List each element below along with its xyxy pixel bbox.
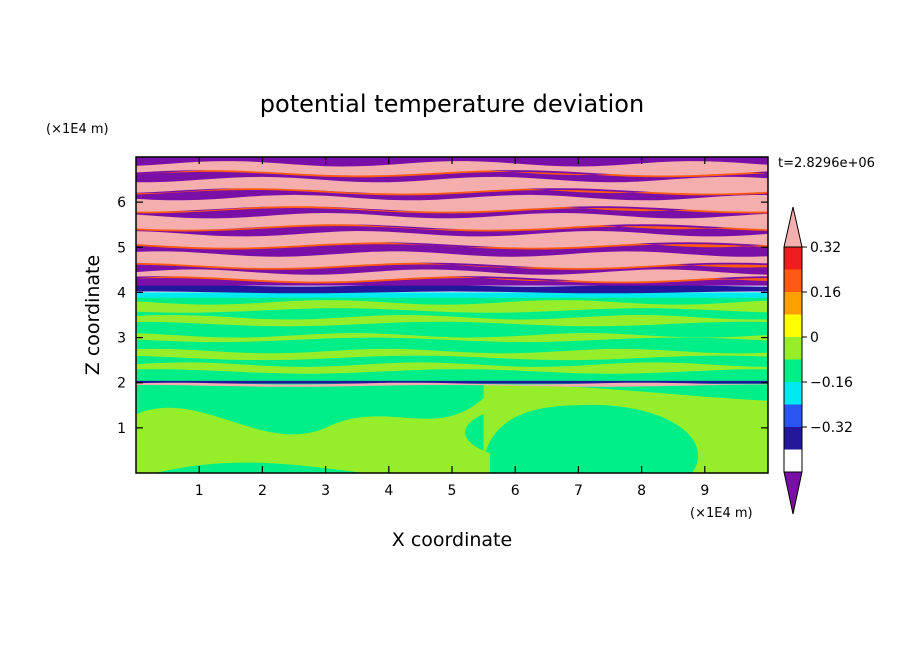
- contour-stripe-pink: [136, 269, 768, 282]
- chart-title: potential temperature deviation: [260, 90, 644, 118]
- contour-stripe-pink: [136, 251, 768, 269]
- colorbar-segment: [784, 269, 802, 292]
- x-tick-label: 2: [258, 483, 267, 499]
- y-tick-label: 5: [117, 240, 126, 256]
- colorbar-tick-label: 0: [810, 330, 819, 346]
- y-tick-label: 4: [117, 285, 126, 301]
- contour-lower-patch: [154, 462, 364, 473]
- colorbar-segment: [784, 427, 802, 450]
- colorbar-tick-label: −0.16: [810, 375, 853, 391]
- y-tick-label: 1: [117, 421, 126, 437]
- y-tick-label: 6: [117, 195, 126, 211]
- contour-lower-swirl: [483, 384, 768, 473]
- colorbar-segment: [784, 337, 802, 360]
- contour-stripe-edge: [136, 169, 768, 178]
- colorbar-segment: [784, 382, 802, 405]
- time-label: t=2.8296e+06: [778, 156, 875, 171]
- x-tick-label: 8: [637, 483, 646, 499]
- colorbar-extend-low: [783, 471, 803, 515]
- x-unit-label: (×1E4 m): [690, 506, 753, 521]
- colorbar-tick-label: 0.32: [810, 240, 841, 256]
- contour-stripe-pink: [136, 231, 768, 248]
- contour-mid-streak: [136, 333, 768, 343]
- contour-mid-streak: [136, 300, 768, 313]
- y-axis-ticks: 1 2 3 4 5 6: [117, 195, 768, 437]
- colorbar-segment: [784, 359, 802, 382]
- y-tick-label: 2: [117, 376, 126, 392]
- x-axis-label: X coordinate: [392, 529, 512, 551]
- x-tick-label: 3: [321, 483, 330, 499]
- y-unit-label: (×1E4 m): [46, 122, 109, 137]
- contour-inversion-cyan: [136, 292, 768, 298]
- contour-mid-streak: [136, 362, 768, 374]
- colorbar: 0.32 0.16 0 −0.16 −0.32: [783, 206, 853, 515]
- contour-stripe-pink: [136, 194, 768, 212]
- x-axis-ticks: 1 2 3 4 5 6 7 8 9: [195, 157, 709, 499]
- x-tick-label: 4: [384, 483, 393, 499]
- contour-stripe-pink: [136, 161, 768, 176]
- x-tick-label: 1: [195, 483, 204, 499]
- colorbar-segment: [784, 292, 802, 315]
- colorbar-tick-label: 0.16: [810, 285, 841, 301]
- contour-z2-line-warm: [136, 382, 768, 387]
- y-tick-label: 3: [117, 331, 126, 347]
- contour-stripe-edge: [136, 223, 768, 232]
- contour-mid-streak: [136, 348, 768, 361]
- colorbar-frame: [783, 246, 803, 473]
- contour-lower-blob: [136, 391, 490, 473]
- x-tick-label: 9: [700, 483, 709, 499]
- x-tick-label: 7: [574, 483, 583, 499]
- contour-z2-line-dark: [136, 380, 768, 384]
- colorbar-tick-label: −0.32: [810, 420, 853, 436]
- contour-stripe-edge: [136, 205, 768, 214]
- contour-stripe-pink: [136, 176, 768, 194]
- contour-mid-streak: [136, 315, 768, 327]
- contour-inversion-dark: [136, 284, 768, 294]
- contour-field: [136, 157, 768, 473]
- colorbar-extend-high: [783, 206, 803, 248]
- colorbar-segment: [784, 314, 802, 337]
- x-tick-label: 6: [511, 483, 520, 499]
- y-axis-label: Z coordinate: [82, 255, 104, 375]
- contour-stripe-pink: [136, 213, 768, 230]
- x-tick-label: 5: [448, 483, 457, 499]
- colorbar-segment: [784, 247, 802, 270]
- colorbar-segment: [784, 404, 802, 427]
